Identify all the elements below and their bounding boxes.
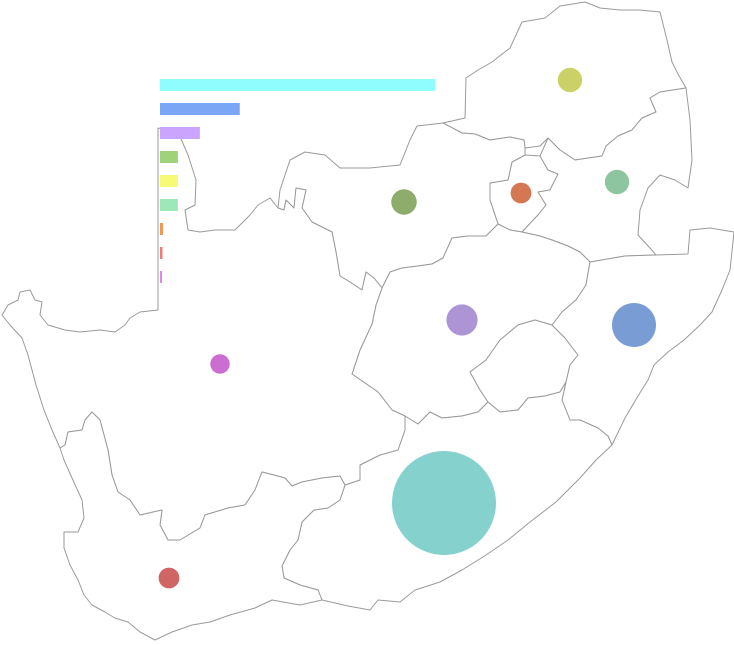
bar-1[interactable] bbox=[160, 103, 240, 115]
bubble-free-state[interactable] bbox=[446, 304, 478, 336]
province-western-cape[interactable] bbox=[59, 411, 346, 641]
bubble-layer bbox=[158, 67, 657, 589]
bubble-limpopo[interactable] bbox=[557, 67, 583, 93]
province-mpumalanga[interactable] bbox=[521, 87, 693, 263]
bar-6[interactable] bbox=[160, 223, 164, 235]
bar-8[interactable] bbox=[160, 271, 162, 283]
bar-2[interactable] bbox=[160, 127, 200, 139]
bubble-north-west[interactable] bbox=[391, 189, 417, 215]
bubble-western-cape[interactable] bbox=[158, 567, 180, 589]
bar-5[interactable] bbox=[160, 199, 178, 211]
bar-3[interactable] bbox=[160, 151, 178, 163]
bubble-eastern-cape[interactable] bbox=[392, 451, 496, 555]
bar-0[interactable] bbox=[160, 79, 435, 91]
bar-4[interactable] bbox=[160, 175, 178, 187]
bar-7[interactable] bbox=[160, 247, 163, 259]
bubble-northern-cape[interactable] bbox=[210, 354, 230, 374]
bar-chart-inset bbox=[160, 79, 435, 283]
bubble-gauteng[interactable] bbox=[510, 182, 532, 204]
bubble-mpumalanga[interactable] bbox=[604, 169, 630, 195]
bubble-kwazulu-natal[interactable] bbox=[611, 302, 657, 348]
